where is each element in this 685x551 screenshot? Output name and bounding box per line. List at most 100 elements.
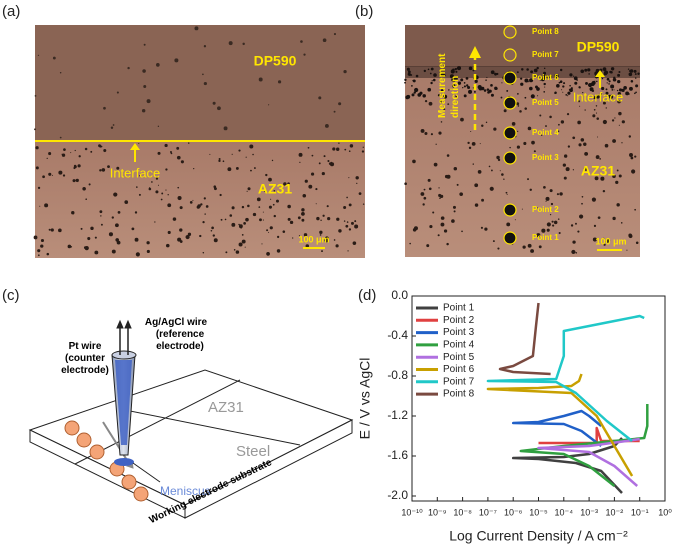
pore (253, 167, 256, 169)
pore (477, 170, 482, 174)
pore (87, 236, 91, 241)
pore (179, 240, 183, 243)
pore (407, 72, 411, 76)
pore (322, 214, 325, 217)
legend-label: Point 5 (443, 352, 475, 363)
pore (556, 193, 560, 196)
pore (59, 72, 62, 74)
pore (609, 94, 614, 99)
pore (245, 156, 247, 158)
pore (263, 189, 267, 192)
layer-label: DP590 (577, 39, 620, 55)
pore (456, 67, 458, 70)
pore (70, 152, 72, 154)
pore (523, 141, 527, 146)
pore (467, 85, 471, 89)
pore (617, 73, 621, 77)
pore (618, 174, 622, 178)
pore (584, 109, 586, 111)
pore (628, 233, 632, 238)
pore (472, 87, 475, 89)
pore (74, 149, 76, 152)
pore (558, 81, 561, 84)
pore (336, 147, 340, 151)
pore (249, 144, 254, 149)
pore (551, 220, 554, 223)
pore (432, 211, 435, 214)
pore (437, 94, 441, 97)
pore (241, 233, 244, 236)
pore (37, 186, 41, 190)
pore (111, 216, 114, 219)
pore (584, 151, 589, 156)
pore (583, 166, 588, 171)
label-line: (reference (156, 329, 205, 340)
pore (468, 89, 473, 94)
pore (621, 142, 623, 144)
pore (603, 243, 606, 246)
pore (519, 110, 522, 113)
pore (300, 40, 303, 43)
pore (179, 228, 183, 232)
pore (539, 78, 542, 81)
pore (595, 68, 600, 73)
pore (440, 216, 445, 220)
pore (620, 222, 623, 224)
pore (603, 237, 605, 240)
pore (568, 88, 570, 90)
pore (520, 82, 524, 86)
pore (124, 200, 129, 204)
pore (547, 76, 550, 79)
pore (282, 230, 286, 233)
pore (617, 79, 621, 84)
legend-label: Point 8 (443, 389, 475, 400)
pore (511, 122, 516, 126)
pore (543, 71, 547, 75)
pore (616, 89, 619, 92)
pore (433, 162, 438, 167)
pore (164, 143, 168, 148)
pore (613, 89, 615, 91)
panel-label: (c) (2, 287, 20, 304)
pore (541, 228, 546, 233)
pore (228, 41, 233, 46)
pore (211, 226, 214, 230)
pore (419, 91, 423, 95)
pore (483, 89, 487, 92)
pore (52, 56, 56, 60)
pore (543, 67, 546, 70)
pore (235, 166, 239, 170)
pore (142, 69, 146, 73)
pore (276, 235, 280, 239)
pore (241, 205, 245, 209)
pore (231, 153, 233, 155)
pore (625, 91, 630, 96)
pore (343, 70, 347, 74)
pore (566, 113, 570, 116)
pore (520, 77, 523, 80)
pore (42, 175, 45, 179)
pore (58, 170, 63, 175)
pore (530, 70, 534, 74)
pore (473, 90, 476, 93)
pore (327, 217, 331, 221)
pore (213, 187, 217, 191)
pore (227, 167, 232, 172)
pore (437, 234, 440, 237)
pore (559, 68, 563, 72)
pore (594, 176, 599, 181)
pore (287, 217, 291, 221)
pore (412, 159, 416, 164)
pore (553, 220, 558, 225)
pore (348, 150, 351, 152)
pore (600, 178, 603, 180)
pore (574, 81, 578, 85)
pore (199, 234, 202, 238)
pore (143, 85, 147, 88)
pore (582, 92, 584, 94)
legend-label: Point 6 (443, 364, 475, 375)
pore (514, 219, 516, 221)
pore (481, 198, 484, 202)
pore (213, 238, 218, 243)
pore (635, 91, 637, 94)
